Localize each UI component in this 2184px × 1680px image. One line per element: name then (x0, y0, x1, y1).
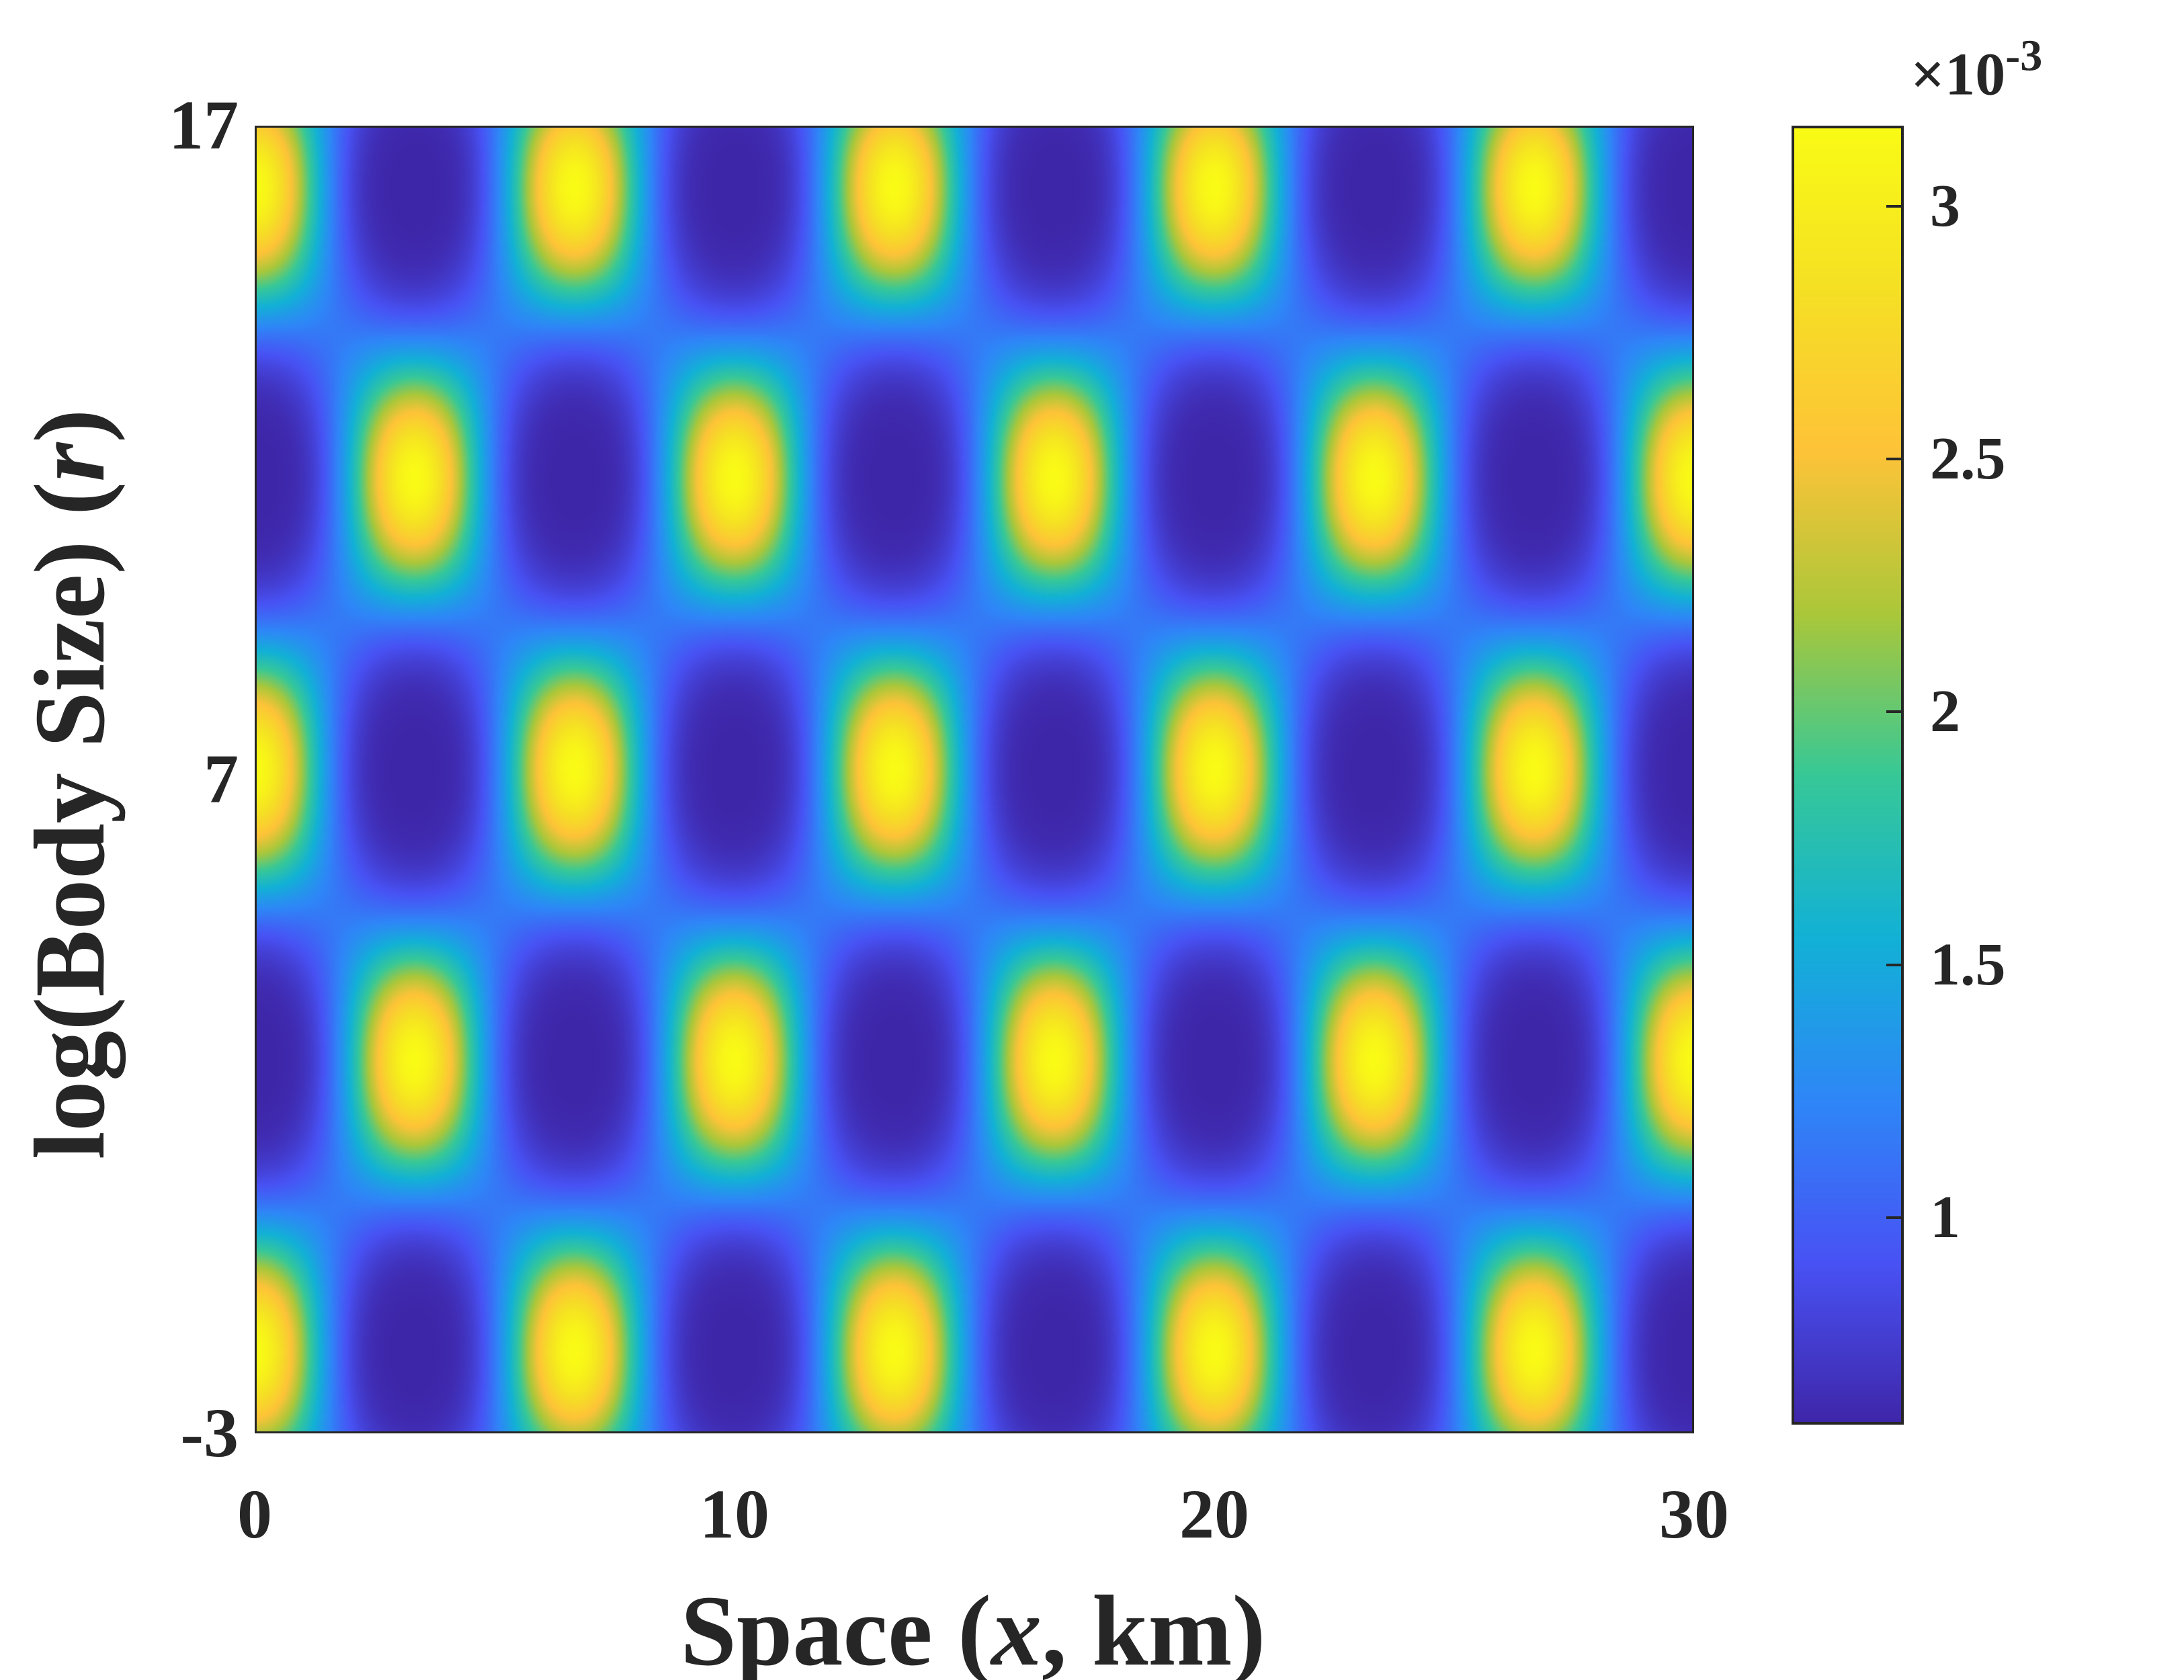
heatmap-image (255, 126, 1694, 1433)
x-tick-label: 10 (700, 1476, 769, 1553)
colorbar-tick-label: 3 (1930, 173, 1960, 240)
colorbar-multiplier: ×10-3 (1910, 31, 2043, 108)
colorbar-tick-label: 2 (1930, 678, 1960, 745)
colorbar-tick-label: 2.5 (1930, 425, 2006, 493)
x-tick-label: 20 (1179, 1476, 1249, 1553)
colorbar-tick-mark (1886, 205, 1901, 208)
colorbar-tick-mark (1886, 458, 1901, 461)
y-tick-label: -3 (180, 1394, 239, 1472)
colorbar-tick-label: 1.5 (1930, 931, 2006, 998)
y-tick-label: 7 (204, 741, 239, 818)
plot-axes-frame (255, 126, 1694, 1433)
x-axis-label: Space (x, km) (680, 1575, 1266, 1680)
colorbar (1792, 126, 1904, 1425)
y-axis-label: log(Body Size) (r) (14, 409, 126, 1160)
x-tick-label: 30 (1659, 1476, 1729, 1553)
colorbar-tick-label: 1 (1930, 1183, 1960, 1251)
x-tick-label: 0 (237, 1476, 272, 1553)
colorbar-frame (1792, 126, 1904, 1425)
colorbar-tick-mark (1886, 710, 1901, 714)
y-tick-label: 17 (169, 87, 239, 164)
colorbar-tick-mark (1886, 963, 1901, 966)
colorbar-tick-mark (1886, 1216, 1901, 1219)
